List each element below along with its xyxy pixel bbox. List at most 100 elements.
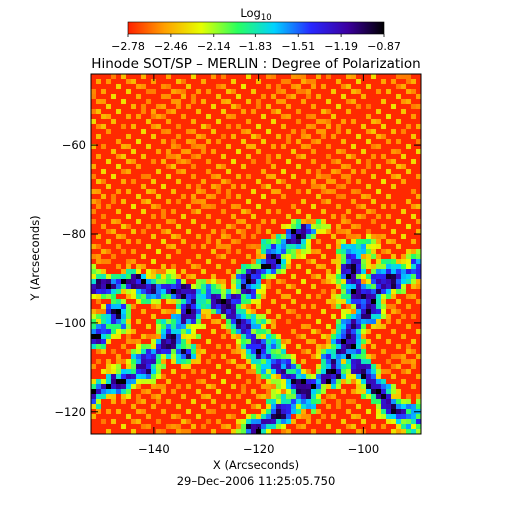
heatmap-cell	[166, 379, 171, 384]
heatmap-cell	[351, 399, 356, 404]
heatmap-cell	[226, 294, 231, 299]
heatmap-cell	[351, 89, 356, 94]
heatmap-cell	[141, 184, 146, 189]
heatmap-cell	[146, 244, 151, 249]
heatmap-cell	[131, 329, 136, 334]
heatmap-cell	[326, 379, 331, 384]
heatmap-cell	[351, 389, 356, 394]
heatmap-cell	[101, 284, 106, 289]
heatmap-cell	[296, 139, 301, 144]
heatmap-cell	[211, 319, 216, 324]
heatmap-cell	[336, 359, 341, 364]
heatmap-cell	[391, 294, 396, 299]
heatmap-cell	[361, 149, 366, 154]
heatmap-cell	[386, 264, 391, 269]
heatmap-cell	[261, 364, 266, 369]
heatmap-cell	[386, 339, 391, 344]
heatmap-cell	[271, 344, 276, 349]
heatmap-cell	[351, 304, 356, 309]
heatmap-cell	[176, 329, 181, 334]
heatmap-cell	[301, 369, 306, 374]
heatmap-cell	[376, 389, 381, 394]
heatmap-cell	[161, 309, 166, 314]
heatmap-cell	[351, 274, 356, 279]
heatmap-cell	[301, 129, 306, 134]
heatmap-cell	[396, 74, 401, 79]
heatmap-cell	[361, 389, 366, 394]
heatmap-cell	[116, 409, 121, 414]
heatmap-cell	[316, 329, 321, 334]
heatmap-cell	[346, 179, 351, 184]
heatmap-cell	[356, 379, 361, 384]
heatmap-cell	[181, 349, 186, 354]
heatmap-cell	[326, 279, 331, 284]
heatmap-cell	[166, 324, 171, 329]
heatmap-cell	[261, 394, 266, 399]
heatmap-cell	[346, 399, 351, 404]
heatmap-cell	[221, 199, 226, 204]
heatmap-cell	[386, 279, 391, 284]
heatmap-cell	[241, 219, 246, 224]
heatmap-cell	[356, 294, 361, 299]
heatmap-cell	[321, 229, 326, 234]
heatmap-cell	[376, 234, 381, 239]
heatmap-cell	[176, 339, 181, 344]
heatmap-cell	[161, 274, 166, 279]
heatmap-cell	[191, 344, 196, 349]
heatmap-cell	[221, 164, 226, 169]
heatmap-cell	[231, 359, 236, 364]
heatmap-cell	[286, 339, 291, 344]
heatmap-cell	[241, 164, 246, 169]
heatmap-cell	[161, 214, 166, 219]
heatmap-cell	[336, 379, 341, 384]
heatmap-cell	[136, 284, 141, 289]
heatmap-cell	[276, 379, 281, 384]
heatmap-cell	[361, 394, 366, 399]
heatmap-cell	[231, 279, 236, 284]
heatmap-cell	[176, 179, 181, 184]
heatmap-cell	[136, 299, 141, 304]
heatmap-cell	[266, 334, 271, 339]
heatmap-cell	[186, 299, 191, 304]
heatmap-cell	[201, 284, 206, 289]
heatmap-cell	[326, 334, 331, 339]
heatmap-cell	[226, 309, 231, 314]
heatmap-cell	[271, 94, 276, 99]
heatmap-cell	[401, 269, 406, 274]
heatmap-cell	[131, 249, 136, 254]
heatmap-cell	[241, 209, 246, 214]
heatmap-cell	[246, 174, 251, 179]
heatmap-cell	[351, 169, 356, 174]
heatmap-cell	[326, 339, 331, 344]
heatmap-cell	[236, 424, 241, 429]
heatmap-cell	[156, 399, 161, 404]
heatmap-cell	[276, 384, 281, 389]
heatmap-cell	[301, 229, 306, 234]
heatmap-cell	[356, 304, 361, 309]
heatmap-cell	[161, 334, 166, 339]
heatmap-cell	[266, 344, 271, 349]
heatmap-cell	[96, 384, 101, 389]
heatmap-cell	[361, 259, 366, 264]
heatmap-cell	[341, 389, 346, 394]
heatmap-cell	[251, 284, 256, 289]
heatmap-cell	[316, 94, 321, 99]
heatmap-cell	[376, 274, 381, 279]
heatmap-cell	[396, 429, 401, 434]
heatmap-cell	[356, 324, 361, 329]
heatmap-cell	[106, 284, 111, 289]
heatmap-cell	[416, 354, 421, 359]
heatmap-cell	[361, 374, 366, 379]
heatmap-cell	[216, 389, 221, 394]
heatmap-cell	[171, 414, 176, 419]
heatmap-cell	[331, 179, 336, 184]
heatmap-cell	[406, 99, 411, 104]
heatmap-cell	[206, 234, 211, 239]
heatmap-cell	[336, 224, 341, 229]
heatmap-cell	[361, 204, 366, 209]
heatmap-cell	[266, 319, 271, 324]
heatmap-cell	[231, 349, 236, 354]
heatmap-cell	[216, 304, 221, 309]
heatmap-cell	[191, 309, 196, 314]
heatmap-cell	[296, 189, 301, 194]
